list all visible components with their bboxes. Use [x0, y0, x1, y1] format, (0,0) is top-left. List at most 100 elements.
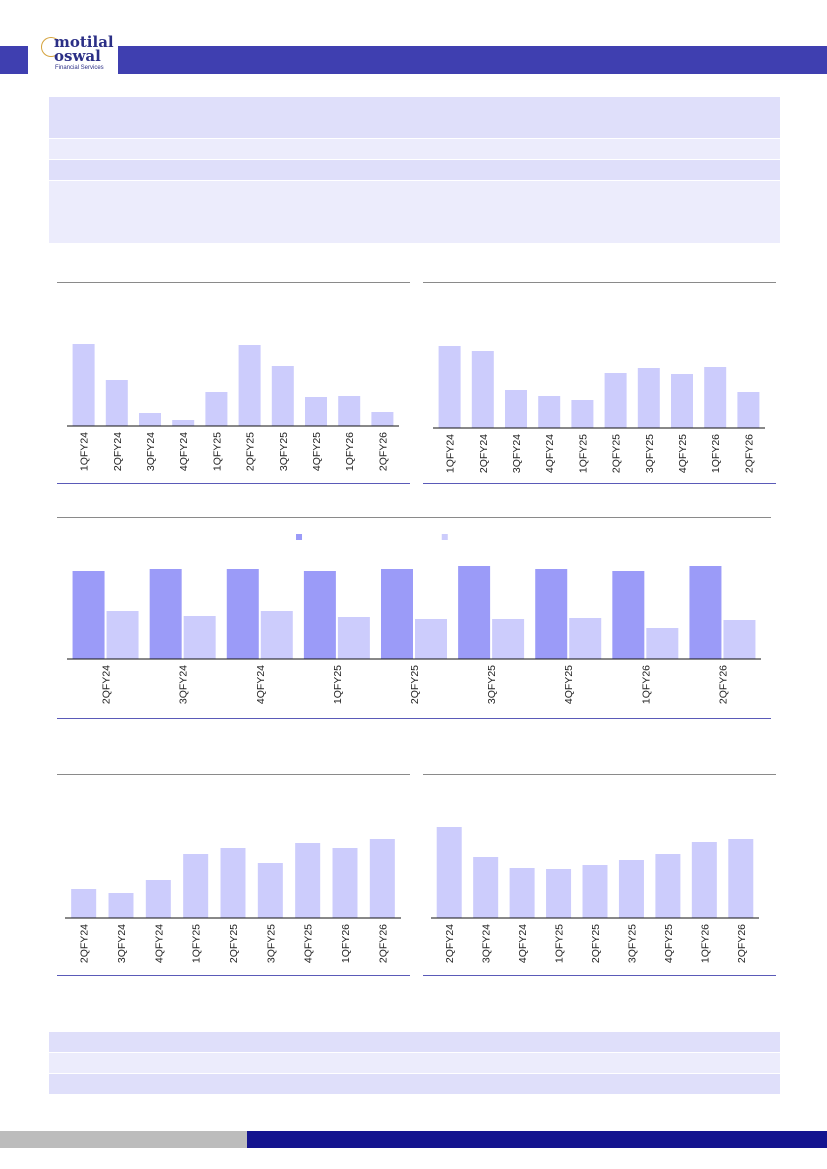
chart-top-rule: [423, 774, 776, 775]
bar-3QFY24: [108, 893, 134, 918]
bar-1QFY26: [338, 396, 361, 426]
top-table-row: [49, 181, 780, 243]
chart-bottom-rule: [57, 718, 771, 719]
x-tick-label: 3QFY24: [511, 434, 523, 473]
bar-series1-4QFY24: [226, 569, 259, 659]
bar-2QFY25: [238, 345, 261, 426]
x-tick-label: 3QFY24: [116, 924, 128, 963]
chart-panel-4: 2QFY24 3QFY24 4QFY24 1QFY25 2QFY25 3QFY25 4QFY…: [57, 774, 410, 976]
bar-series2-4QFY24: [260, 611, 293, 659]
bar-series1-1QFY26: [612, 571, 645, 659]
x-tick-label: 2QFY25: [228, 924, 240, 963]
chart-panel-3: 2QFY24 3QFY24 4QFY24 1QFY25 2QFY25 3QFY25 4QFY…: [57, 517, 771, 719]
x-tick-label: 1QFY26: [340, 924, 352, 963]
x-tick-label: 3QFY25: [644, 434, 656, 473]
x-tick-label: 4QFY24: [178, 432, 190, 471]
bar-4QFY24: [145, 880, 171, 918]
chart-1-svg: 1QFY24 2QFY24 3QFY24 4QFY24 1QFY25 2QFY25 3QFY…: [67, 344, 399, 471]
bar-series1-4QFY25: [535, 569, 568, 659]
x-tick-label: 2QFY24: [112, 432, 124, 471]
x-tick-label: 2QFY24: [101, 665, 113, 704]
x-tick-label: 2QFY25: [590, 924, 602, 963]
x-tick-label: 1QFY25: [577, 434, 589, 473]
bar-2QFY25: [604, 373, 627, 428]
x-tick-label: 1QFY26: [640, 665, 652, 704]
bar-2QFY26: [728, 839, 754, 918]
logo-line-2: oswal: [54, 47, 101, 65]
bar-2QFY25: [582, 865, 608, 918]
chart-bottom-rule: [57, 483, 410, 484]
bar-series1-1QFY25: [303, 571, 336, 659]
bar-1QFY25: [183, 854, 209, 918]
x-tick-label: 1QFY25: [191, 924, 203, 963]
bar-3QFY24: [505, 390, 527, 428]
bar-4QFY25: [305, 397, 327, 426]
bar-series1-2QFY25: [381, 569, 413, 659]
bar-series1-2QFY26: [689, 566, 722, 659]
bar-3QFY25: [618, 860, 644, 918]
chart-panel-1: 1QFY24 2QFY24 3QFY24 4QFY24 1QFY25 2QFY25 3QFY…: [57, 282, 410, 484]
bar-series2-3QFY25: [492, 619, 525, 659]
x-tick-label: 3QFY25: [486, 665, 498, 704]
x-tick-label: 2QFY26: [717, 665, 729, 704]
chart-3-svg: 2QFY24 3QFY24 4QFY24 1QFY25 2QFY25 3QFY25 4QFY…: [67, 534, 761, 704]
company-logo: motilal oswal Financial Services: [38, 34, 118, 78]
x-tick-label: 3QFY24: [145, 432, 157, 471]
bar-2QFY26: [371, 412, 394, 426]
bar-series1-2QFY24: [72, 571, 105, 659]
bar-1QFY25: [546, 869, 572, 918]
x-tick-label: 2QFY24: [444, 924, 456, 963]
bar-series2-3QFY24: [183, 616, 216, 659]
x-tick-label: 1QFY24: [445, 434, 457, 473]
bar-4QFY25: [295, 843, 321, 918]
bar-3QFY25: [637, 368, 660, 428]
x-tick-label: 4QFY24: [517, 924, 529, 963]
x-tick-label: 2QFY25: [245, 432, 257, 471]
x-tick-label: 2QFY26: [377, 924, 389, 963]
logo-ring-icon: [41, 37, 61, 57]
chart-top-rule: [57, 282, 410, 283]
legend-marker-series2: [441, 534, 448, 540]
x-tick-label: 3QFY25: [626, 924, 638, 963]
bar-series2-2QFY24: [106, 611, 139, 659]
chart-panel-5: 2QFY24 3QFY24 4QFY24 1QFY25 2QFY25 3QFY25 4QFY…: [423, 774, 776, 976]
bar-4QFY25: [655, 854, 681, 918]
x-tick-label: 4QFY24: [255, 665, 267, 704]
bar-series2-2QFY25: [415, 619, 447, 659]
chart-top-rule: [57, 517, 771, 518]
bar-series2-4QFY25: [569, 618, 602, 659]
x-tick-label: 1QFY26: [710, 434, 722, 473]
x-tick-label: 4QFY24: [153, 924, 165, 963]
x-tick-label: 2QFY25: [409, 665, 421, 704]
bar-4QFY24: [172, 420, 195, 426]
bar-4QFY24: [538, 396, 561, 428]
bar-series1-3QFY24: [149, 569, 182, 659]
x-tick-label: 2QFY26: [743, 434, 755, 473]
x-tick-label: 3QFY25: [278, 432, 290, 471]
bar-3QFY25: [257, 863, 283, 918]
bar-series2-2QFY26: [723, 620, 756, 659]
x-tick-label: 3QFY25: [265, 924, 277, 963]
bar-1QFY24: [72, 344, 95, 426]
bar-2QFY25: [220, 848, 246, 918]
chart-5-svg: 2QFY24 3QFY24 4QFY24 1QFY25 2QFY25 3QFY25 4QFY…: [431, 827, 759, 963]
bar-4QFY24: [509, 868, 535, 918]
bottom-table-row: [49, 1074, 780, 1094]
x-tick-label: 2QFY24: [79, 924, 91, 963]
header-left-tab: [0, 46, 28, 74]
x-tick-label: 3QFY24: [481, 924, 493, 963]
top-table-row: [49, 139, 780, 159]
logo-line-1: motilal: [54, 33, 114, 51]
bar-2QFY24: [71, 889, 97, 918]
x-tick-label: 1QFY25: [211, 432, 223, 471]
chart-2-svg: 1QFY24 2QFY24 3QFY24 4QFY24 1QFY25 2QFY25 3QFY…: [433, 346, 765, 473]
chart-top-rule: [57, 774, 410, 775]
chart-bottom-rule: [423, 975, 776, 976]
bar-series2-1QFY26: [646, 628, 679, 659]
x-tick-label: 1QFY24: [79, 432, 91, 471]
chart-bottom-rule: [57, 975, 410, 976]
chart-4-svg: 2QFY24 3QFY24 4QFY24 1QFY25 2QFY25 3QFY25 4QFY…: [65, 839, 401, 963]
x-tick-label: 1QFY26: [344, 432, 356, 471]
bar-2QFY26: [737, 392, 760, 428]
bar-series1-3QFY25: [458, 566, 491, 659]
